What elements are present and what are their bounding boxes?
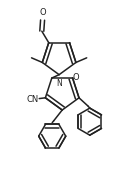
- Text: O: O: [73, 73, 79, 82]
- Text: N: N: [56, 79, 62, 87]
- Text: CN: CN: [26, 95, 38, 104]
- Text: O: O: [39, 8, 46, 17]
